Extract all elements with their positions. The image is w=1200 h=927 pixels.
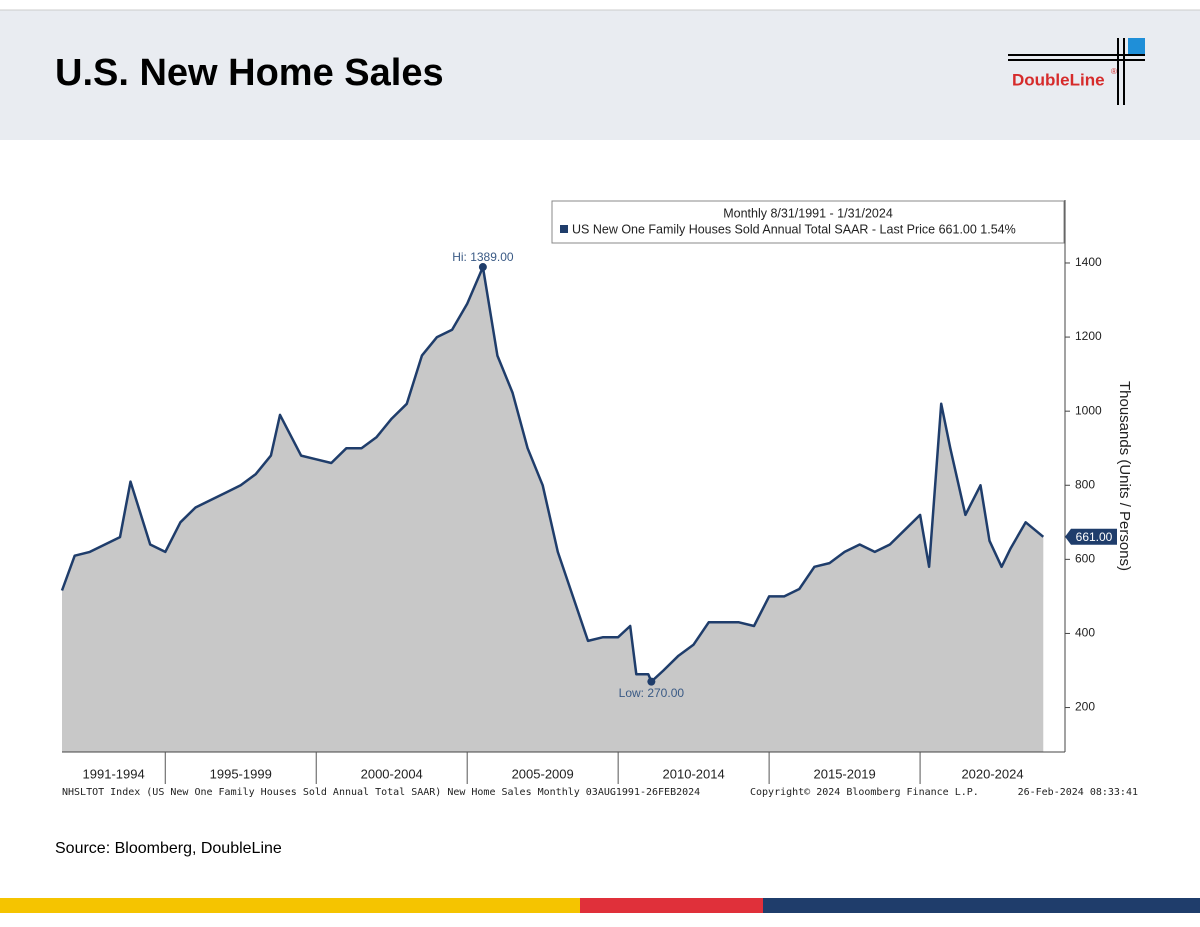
last-tag-label: 661.00 [1076,530,1113,544]
chart-footer: Copyright© 2024 Bloomberg Finance L.P. [750,787,979,798]
y-tick-label: 1000 [1075,403,1102,417]
y-tick-label: 600 [1075,552,1095,566]
chart-footer: NHSLTOT Index (US New One Family Houses … [62,787,700,798]
last-tag [1065,528,1117,545]
slide-title: U.S. New Home Sales [55,52,444,94]
chart-footer: 26-Feb-2024 08:33:41 [1018,787,1138,798]
legend-entry: US New One Family Houses Sold Annual Tot… [572,222,1016,236]
y-tick-label: 400 [1075,626,1095,640]
annotation: Hi: 1389.00 [452,250,514,264]
y-tick-label: 1400 [1075,255,1102,269]
annotation-marker [478,263,487,272]
source: Source: Bloomberg, DoubleLine [55,840,282,857]
chart: 200 400 600 800 1000 1200 1400 Thousands (Units… [60,200,1138,798]
y-tick-label: 800 [1075,477,1095,491]
period-label: 1995-1999 [210,766,272,781]
period-label: 2005-2009 [512,766,574,781]
legend-box [551,200,1065,244]
legend-title: Monthly 8/31/1991 - 1/31/2024 [723,206,893,220]
logo: DoubleLine ® [1008,38,1145,105]
series-line [60,265,1045,683]
period-label: 1991-1994 [83,766,145,781]
y-tick-label: 1200 [1075,329,1102,343]
logo-text: DoubleLine [1012,70,1105,89]
legend-swatch [560,225,568,233]
period-label: 2010-2014 [663,766,725,781]
header-band [0,10,1200,140]
period-label: 2015-2019 [814,766,876,781]
footer-bar-blue [763,898,1200,913]
period-label: 2020-2024 [961,766,1023,781]
annotation-marker [647,677,656,686]
logo-square [1128,38,1145,55]
area-fill [62,267,1044,752]
logo-registered: ® [1111,67,1117,76]
period-label: 2000-2004 [361,766,423,781]
y-axis-label: Thousands (Units / Persons) [1116,381,1133,571]
annotation: Low: 270.00 [619,686,685,700]
footer-bar-red [580,898,763,913]
footer-bar-yellow [0,898,580,913]
y-tick-label: 200 [1075,700,1095,714]
